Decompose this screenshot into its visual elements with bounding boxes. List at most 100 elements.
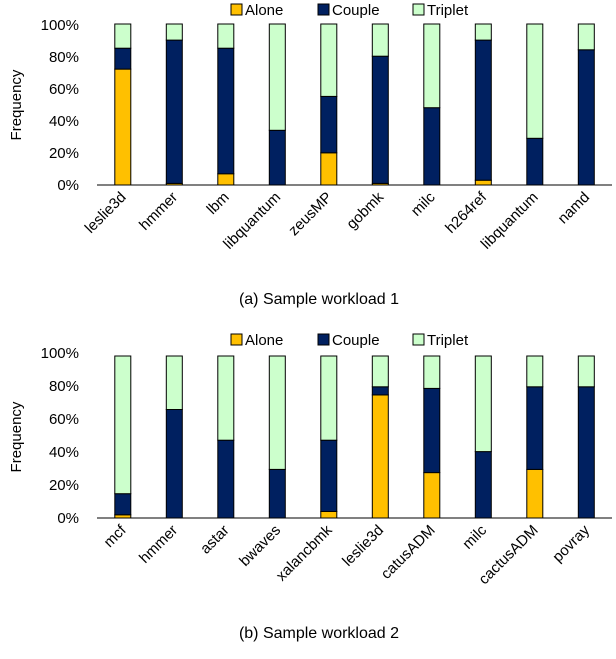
bar-segment-couple [217, 439, 235, 519]
bar-segment-couple [320, 439, 338, 513]
bar-segment-couple [474, 451, 492, 519]
y-tick-label: 60% [49, 81, 79, 98]
chart-workload-2: Alone Couple Triplet Frequency 0% 20% 40… [8, 332, 612, 642]
y-tick-label: 100% [41, 345, 79, 362]
bar-segment-triplet [165, 355, 183, 410]
bar-segment-couple [268, 129, 286, 186]
bar-segment-triplet [423, 355, 441, 389]
y-tick-label: 40% [49, 113, 79, 130]
y-tick-label: 80% [49, 49, 79, 66]
legend-swatch-triplet [412, 333, 425, 346]
bar-segment-triplet [165, 23, 183, 41]
bar-segment-alone [423, 472, 441, 519]
y-tick-label: 20% [49, 145, 79, 162]
y-tick-label: 20% [49, 477, 79, 494]
category-label: povray [549, 521, 593, 565]
bar-segment-triplet [268, 355, 286, 470]
bar-segment-triplet [577, 355, 595, 388]
y-tick-labels: 0% 20% 40% 60% 80% 100% [41, 345, 79, 527]
bar-segment-alone [320, 511, 338, 519]
legend-swatch-triplet [412, 3, 425, 16]
legend-swatch-couple [317, 333, 330, 346]
bar-segment-couple [577, 386, 595, 519]
bar-segment-couple [165, 39, 183, 184]
bar-segment-triplet [526, 355, 544, 388]
y-tick-label: 40% [49, 444, 79, 461]
bar-segment-alone [474, 179, 492, 186]
bar-segment-alone [371, 394, 389, 519]
legend-swatch-couple [317, 3, 330, 16]
bar-segment-couple [114, 493, 132, 516]
bar-segment-couple [165, 409, 183, 519]
bar-segment-couple [526, 386, 544, 470]
category-label: h264ref [442, 188, 491, 237]
category-label: namd [555, 189, 594, 228]
y-tick-label: 0% [57, 177, 79, 194]
bar-segment-couple [371, 55, 389, 184]
legend-swatch-alone [230, 3, 243, 16]
caption: (b) Sample workload 2 [239, 625, 399, 642]
bar-segment-alone [320, 152, 338, 186]
legend-label-alone: Alone [245, 332, 283, 349]
bar-segment-triplet [474, 355, 492, 453]
y-tick-label: 60% [49, 411, 79, 428]
y-axis-label: Frequency [8, 69, 25, 140]
category-label: gobmk [343, 188, 387, 232]
y-tick-label: 0% [57, 510, 79, 527]
bars [114, 23, 595, 186]
bar-segment-triplet [371, 355, 389, 388]
y-tick-label: 80% [49, 378, 79, 395]
bar-segment-couple [371, 386, 389, 396]
legend: Alone Couple Triplet [230, 332, 469, 349]
bar-segment-triplet [268, 23, 286, 131]
category-label: hmmer [136, 522, 181, 567]
bar-segment-triplet [474, 23, 492, 41]
legend-label-couple: Couple [332, 2, 380, 19]
category-label: leslie3d [339, 522, 387, 570]
bar-segment-alone [114, 68, 132, 186]
bar-segment-triplet [217, 355, 235, 441]
bar-segment-couple [526, 137, 544, 186]
bar-segment-couple [268, 468, 286, 519]
legend-label-alone: Alone [245, 2, 283, 19]
legend-label-couple: Couple [332, 332, 380, 349]
bar-segment-couple [577, 49, 595, 186]
category-label: zeusMP [285, 189, 335, 239]
category-label: astar [197, 522, 233, 558]
legend-label-triplet: Triplet [427, 2, 469, 19]
bar-segment-triplet [577, 23, 595, 51]
bar-segment-couple [474, 39, 492, 181]
legend-label-triplet: Triplet [427, 332, 469, 349]
bar-segment-couple [320, 95, 338, 154]
legend: Alone Couple Triplet [230, 2, 469, 19]
category-label: milc [408, 188, 439, 219]
bar-segment-couple [114, 47, 132, 70]
bar-segment-triplet [114, 355, 132, 495]
y-tick-labels: 0% 20% 40% 60% 80% 100% [41, 17, 79, 194]
category-label: hmmer [136, 189, 181, 234]
chart-workload-1: Alone Couple Triplet Frequency 0% 20% 40… [8, 2, 612, 308]
bars [114, 355, 595, 519]
bar-segment-triplet [217, 23, 235, 49]
bar-segment-triplet [320, 355, 338, 441]
bar-segment-triplet [114, 23, 132, 49]
caption: (a) Sample workload 1 [239, 291, 399, 308]
bar-segment-triplet [320, 23, 338, 97]
category-label: milc [459, 521, 490, 552]
category-label: leslie3d [82, 189, 130, 237]
bar-segment-triplet [371, 23, 389, 57]
legend-swatch-alone [230, 333, 243, 346]
bar-segment-alone [526, 468, 544, 519]
bar-segment-alone [217, 173, 235, 186]
category-label: lbm [204, 189, 233, 218]
y-tick-label: 100% [41, 17, 79, 34]
bar-segment-couple [423, 107, 441, 186]
bar-segment-couple [217, 47, 235, 175]
bar-segment-couple [423, 387, 441, 474]
category-label: catusADM [378, 522, 439, 583]
category-label: bwaves [236, 522, 284, 570]
bar-segment-triplet [526, 23, 544, 139]
